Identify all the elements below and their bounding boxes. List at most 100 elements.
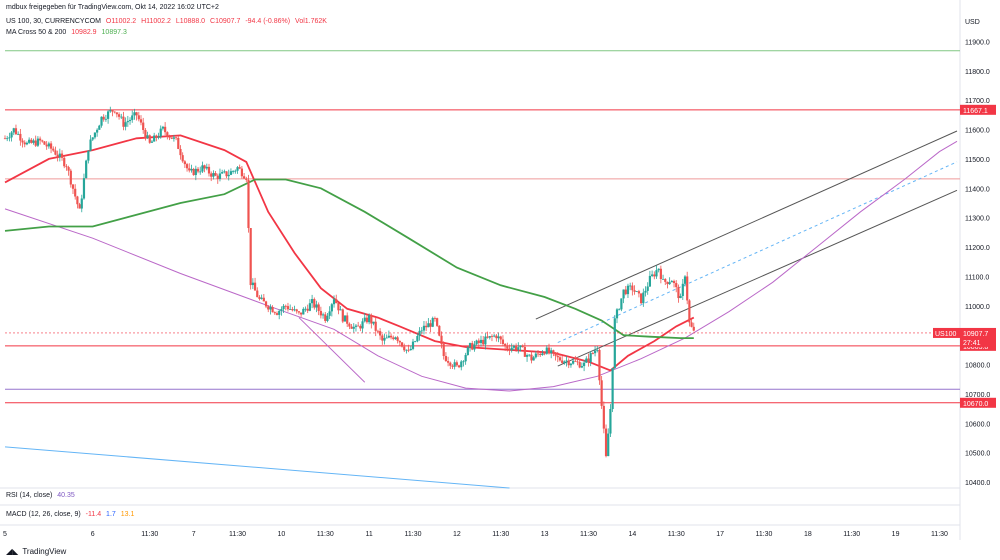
candle-body (291, 309, 294, 311)
candle-body (269, 307, 272, 310)
candle-body (308, 303, 312, 311)
candle-body (580, 366, 584, 368)
candle-body (624, 289, 627, 295)
candle-body (593, 350, 597, 354)
candle-body (166, 132, 169, 137)
y-tick-label: 11900.0 (965, 39, 990, 46)
candle-body (174, 137, 178, 139)
candle-body (335, 299, 338, 304)
x-tick-label: 13 (541, 531, 549, 538)
candle-body (104, 118, 108, 120)
ma200-line (4, 178, 694, 340)
candle-body (604, 428, 608, 457)
candle-body (547, 347, 551, 354)
candle-body (74, 188, 77, 197)
candle-body (6, 138, 9, 140)
candle-body (471, 343, 474, 350)
candle-body (87, 150, 90, 161)
symbol-text[interactable]: US 100, 30, CURRENCYCOM (6, 18, 101, 25)
x-tick-label: 11:30 (668, 531, 685, 538)
candle-body (561, 360, 564, 363)
candle-body (587, 358, 590, 362)
ma-label[interactable]: MA Cross 50 & 200 (6, 29, 67, 36)
macd-pane[interactable]: MACD (12, 26, close, 9) -11.4 1.7 13.1 (6, 511, 137, 518)
candle-body (387, 335, 390, 338)
y-tick-label: 11200.0 (965, 245, 990, 252)
candle-body (425, 325, 428, 328)
candle-body (133, 112, 136, 116)
candle-body (89, 139, 92, 151)
candle-body (359, 326, 362, 329)
high-value: H11002.2 (141, 18, 171, 25)
candle-body (457, 365, 461, 368)
candle-body (207, 166, 211, 174)
candle-body (686, 276, 689, 301)
candle-body (569, 363, 573, 366)
candle-body (418, 330, 421, 337)
horizontal-levels (5, 50, 960, 404)
countdown-text: 27:41 (963, 340, 981, 347)
candle-body (565, 360, 568, 362)
candle-body (65, 166, 68, 168)
y-tick-label: 11300.0 (965, 216, 990, 223)
candle-body (258, 297, 261, 299)
y-tick-label: 11000.0 (965, 304, 990, 311)
candle-body (600, 380, 603, 406)
candle-body (315, 304, 318, 308)
candle-body (328, 311, 331, 316)
candle-body (34, 140, 37, 146)
candle-body (582, 362, 586, 367)
x-tick-label: 6 (91, 531, 95, 538)
candle-body (385, 337, 388, 339)
x-tick-label: 12 (453, 531, 461, 538)
candle-body (282, 305, 285, 310)
candle-body (223, 171, 226, 173)
open-value: O11002.2 (105, 18, 137, 25)
candle-body (260, 297, 263, 299)
candle-body (128, 119, 132, 122)
candle-body (150, 141, 154, 143)
macd-value: -11.4 (85, 511, 102, 518)
low-value: L10888.0 (175, 18, 206, 25)
rsi-pane[interactable]: RSI (14, close) 40.35 (6, 492, 78, 499)
candle-body (618, 309, 621, 311)
candle-body (47, 143, 50, 147)
candle-body (661, 278, 665, 280)
candle-body (501, 339, 505, 344)
candle-body (666, 281, 669, 285)
candle-body (455, 362, 458, 366)
candle-body (332, 299, 336, 305)
candle-body (91, 137, 94, 140)
drawing-lines (4, 130, 958, 489)
candle-body (596, 349, 599, 351)
candle-body (232, 170, 235, 172)
candle-body (578, 362, 581, 368)
candle-body (115, 112, 118, 115)
candle-body (117, 114, 121, 117)
moving-averages (4, 134, 695, 372)
candle-body (486, 336, 489, 338)
candle-body (464, 354, 467, 362)
candle-body (433, 318, 437, 319)
candle-body (613, 318, 616, 369)
candle-body (545, 347, 548, 354)
candle-body (389, 335, 393, 338)
candle-body (679, 295, 682, 299)
candle-body (407, 349, 410, 351)
x-tick-label: 11:30 (492, 531, 509, 538)
candle-body (574, 360, 577, 362)
candle-body (295, 309, 298, 312)
macd-signal: 1.7 (106, 511, 116, 518)
candle-body (205, 166, 208, 169)
candle-body (289, 309, 292, 310)
candle-body (273, 312, 276, 314)
candle-body (556, 355, 559, 358)
candle-body (473, 344, 476, 350)
candle-body (142, 122, 145, 130)
candle-body (567, 360, 570, 366)
candle-body (525, 355, 529, 357)
candle-body (683, 276, 687, 284)
tradingview-logo[interactable]: ◢◣ TradingView (6, 547, 66, 556)
candle-body (598, 349, 601, 381)
